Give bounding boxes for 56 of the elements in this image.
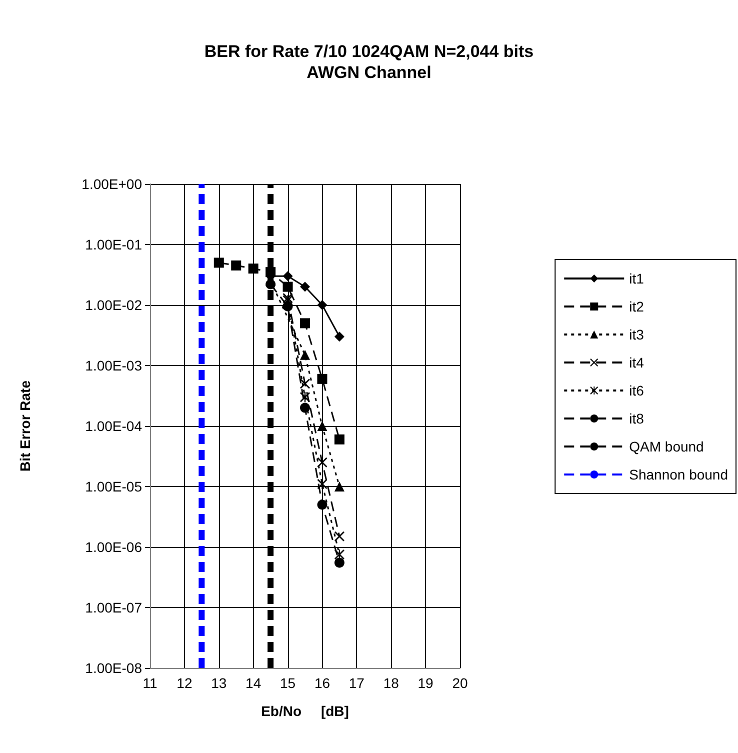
- x-tick-label: 20: [452, 675, 468, 691]
- point: [300, 350, 310, 360]
- y-tick-label: 1.00E-07: [85, 600, 142, 616]
- point: [282, 271, 293, 282]
- point: [300, 318, 310, 328]
- y-tick-label: 1.00E-01: [85, 236, 142, 252]
- point: [317, 300, 328, 310]
- x-tick-label: 12: [176, 675, 192, 691]
- point: [231, 260, 242, 270]
- point: [317, 500, 328, 510]
- x-axis-title: Eb/No [dB]: [261, 703, 349, 719]
- legend-label: it6: [629, 382, 644, 398]
- point: [266, 279, 276, 290]
- y-tick-label: 1.00E-06: [85, 539, 142, 555]
- legend-label: it3: [629, 326, 644, 342]
- y-tick-label: 1.00E-05: [85, 478, 142, 494]
- legend-label: it8: [629, 410, 644, 426]
- point: [248, 264, 258, 274]
- chart-title: BER for Rate 7/10 1024QAM N=2,044 bits: [204, 42, 534, 61]
- y-tick-label: 1.00E+00: [82, 176, 142, 192]
- point: [300, 402, 310, 413]
- point: [334, 531, 344, 542]
- y-axis-title: Bit Error Rate: [17, 380, 33, 472]
- y-tick-label: 1.00E-04: [85, 418, 142, 434]
- point: [300, 392, 310, 402]
- point: [300, 282, 310, 292]
- point: [334, 434, 344, 444]
- x-tick-label: 17: [348, 675, 365, 691]
- x-tick-label: 13: [211, 675, 227, 691]
- point: [266, 267, 276, 278]
- point: [317, 457, 328, 468]
- x-tick-label: 14: [246, 675, 262, 691]
- x-tick-label: 18: [383, 675, 400, 691]
- point: [334, 332, 344, 342]
- y-tick-label: 1.00E-02: [85, 297, 142, 313]
- point: [317, 421, 328, 431]
- legend-label: it2: [629, 298, 644, 314]
- legend-label: Shannon bound: [629, 466, 728, 482]
- point: [317, 478, 328, 489]
- point: [300, 378, 310, 389]
- point: [282, 301, 293, 312]
- legend-label: it4: [629, 354, 644, 370]
- point: [214, 258, 224, 268]
- x-tick-label: 15: [280, 675, 296, 691]
- y-tick-label: 1.00E-03: [85, 358, 142, 374]
- point: [317, 374, 328, 384]
- x-tick-label: 11: [142, 675, 158, 691]
- y-tick-label: 1.00E-08: [85, 660, 142, 676]
- point: [334, 482, 344, 492]
- legend-label: it1: [629, 270, 644, 286]
- point: [282, 282, 293, 292]
- x-tick-label: 19: [418, 675, 434, 691]
- x-tick-label: 16: [314, 675, 330, 691]
- chart-subtitle: AWGN Channel: [306, 63, 432, 82]
- legend-label: QAM bound: [629, 438, 704, 454]
- point: [334, 558, 344, 568]
